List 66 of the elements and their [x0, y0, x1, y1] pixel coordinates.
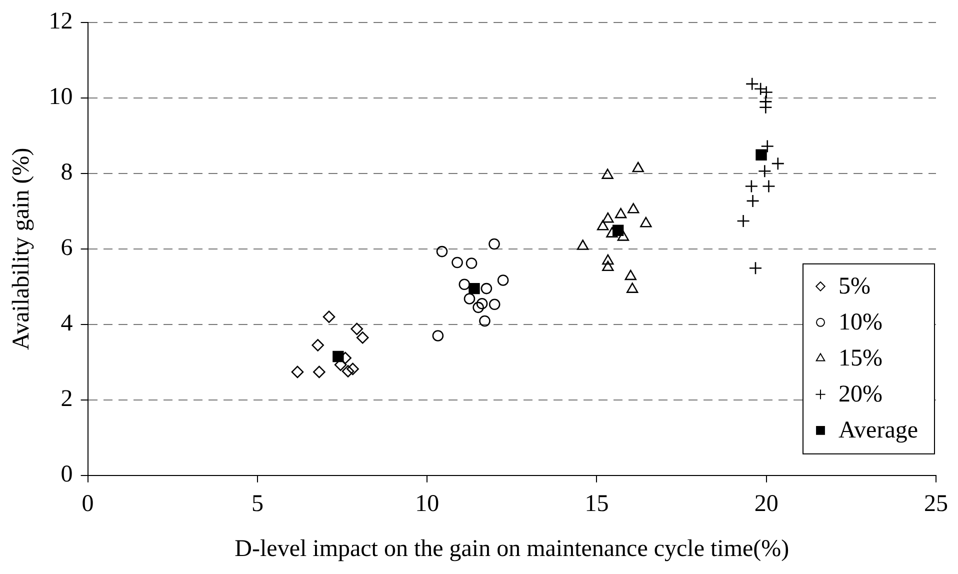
point: [617, 230, 630, 241]
point: [313, 366, 326, 378]
x-tick-label: 20: [754, 491, 778, 518]
point: [748, 262, 762, 275]
point: [602, 260, 614, 272]
point: [624, 270, 636, 280]
x-tick-label: 5: [251, 491, 264, 518]
point: [432, 330, 444, 342]
point: [452, 256, 463, 268]
point: [760, 140, 774, 153]
point: [602, 212, 614, 223]
point: [480, 282, 492, 294]
x-axis-title: D-level impact on the gain on maintenance cycle time(%): [234, 536, 790, 562]
point: [614, 208, 627, 218]
point: [488, 238, 500, 250]
point: [497, 274, 509, 286]
point: [342, 365, 354, 378]
y-tick-label: 0: [60, 462, 73, 488]
legend-label: 15%: [838, 346, 882, 372]
point: [640, 216, 652, 228]
point: [464, 293, 476, 304]
point: [291, 366, 304, 378]
point: [606, 227, 618, 238]
point: [602, 168, 614, 179]
point: [758, 164, 772, 178]
x-tick-label: 25: [924, 491, 948, 518]
point: [762, 180, 776, 193]
y-tick-label: 2: [60, 386, 73, 412]
point: [632, 162, 644, 172]
legend-label: 5%: [838, 274, 870, 300]
point: [744, 180, 758, 193]
y-tick-label: 8: [60, 160, 73, 186]
point: [312, 339, 324, 352]
point: [628, 202, 640, 214]
x-tick-label: 15: [584, 491, 609, 518]
point: [466, 258, 478, 269]
legend-label: 10%: [838, 310, 882, 336]
point: [576, 240, 589, 250]
point: [759, 100, 772, 114]
point: [436, 246, 448, 258]
legend-label: Average: [838, 418, 918, 444]
point: [356, 331, 369, 344]
x-tick-label: 10: [415, 491, 440, 518]
point: [479, 315, 490, 327]
point: [322, 310, 336, 323]
point: [736, 214, 750, 228]
point: [472, 302, 484, 314]
y-tick-label: 10: [48, 84, 73, 110]
point: [458, 278, 470, 290]
point: [488, 298, 500, 310]
point: [756, 149, 767, 160]
point: [626, 282, 638, 293]
point: [771, 156, 785, 170]
point: [596, 220, 609, 230]
point: [346, 362, 359, 376]
legend-label: 20%: [838, 382, 882, 408]
y-tick-label: 4: [60, 310, 73, 337]
y-tick-label: 12: [48, 8, 73, 35]
point: [746, 194, 760, 208]
point: [476, 298, 488, 310]
point: [468, 282, 480, 294]
y-tick-label: 6: [60, 235, 73, 262]
point: [350, 322, 363, 336]
y-axis-title: Availability gain (%): [8, 148, 35, 350]
x-tick-label: 0: [82, 491, 94, 518]
point: [602, 254, 614, 265]
